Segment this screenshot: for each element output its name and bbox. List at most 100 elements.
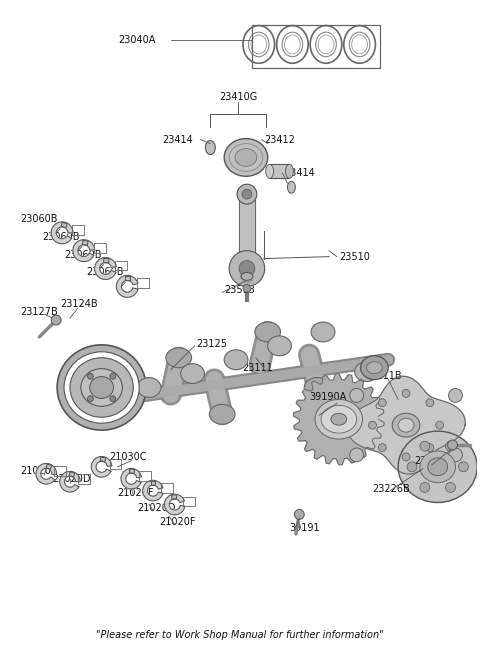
Text: 23510: 23510 <box>339 252 370 262</box>
Ellipse shape <box>398 419 414 432</box>
Circle shape <box>110 396 116 401</box>
Circle shape <box>447 440 457 450</box>
Polygon shape <box>104 258 109 263</box>
Circle shape <box>407 462 417 472</box>
Ellipse shape <box>268 336 291 356</box>
Ellipse shape <box>180 363 204 384</box>
Ellipse shape <box>355 361 378 382</box>
Ellipse shape <box>331 413 347 425</box>
Polygon shape <box>239 194 255 268</box>
Circle shape <box>350 448 363 462</box>
Text: 23414: 23414 <box>162 134 192 144</box>
Ellipse shape <box>255 322 280 342</box>
Circle shape <box>51 315 61 325</box>
Circle shape <box>369 421 376 429</box>
Text: 21020D: 21020D <box>137 503 176 514</box>
Circle shape <box>243 284 251 293</box>
Text: 21020D: 21020D <box>52 474 91 483</box>
Text: 23060B: 23060B <box>42 232 80 242</box>
Text: 21030C: 21030C <box>109 452 147 462</box>
Polygon shape <box>171 495 177 499</box>
Text: 23125: 23125 <box>196 339 228 349</box>
Polygon shape <box>95 258 116 279</box>
Bar <box>72 225 84 235</box>
Bar <box>161 483 173 493</box>
Circle shape <box>436 421 444 429</box>
Ellipse shape <box>90 377 113 398</box>
Ellipse shape <box>224 350 248 369</box>
Polygon shape <box>117 276 138 297</box>
Text: 23513: 23513 <box>224 285 255 295</box>
Circle shape <box>229 251 264 287</box>
Text: 23412: 23412 <box>264 134 296 144</box>
Circle shape <box>350 388 363 402</box>
Text: 23311B: 23311B <box>414 456 452 466</box>
Ellipse shape <box>70 358 133 417</box>
Polygon shape <box>69 472 75 477</box>
Polygon shape <box>61 222 67 228</box>
Polygon shape <box>165 494 185 515</box>
Ellipse shape <box>428 458 447 476</box>
Polygon shape <box>73 239 95 262</box>
Text: 21020F: 21020F <box>118 487 154 498</box>
Ellipse shape <box>64 352 139 423</box>
Polygon shape <box>121 468 142 489</box>
Polygon shape <box>125 276 130 281</box>
Circle shape <box>402 453 410 461</box>
Ellipse shape <box>266 165 274 178</box>
Text: 23060B: 23060B <box>86 268 123 277</box>
Circle shape <box>426 399 434 407</box>
Circle shape <box>378 399 386 407</box>
Polygon shape <box>46 464 52 469</box>
Text: 23226B: 23226B <box>372 483 410 493</box>
Text: 39190A: 39190A <box>309 392 347 402</box>
Ellipse shape <box>166 348 192 367</box>
Text: 23211B: 23211B <box>364 371 402 380</box>
Ellipse shape <box>241 272 253 280</box>
Polygon shape <box>347 377 465 474</box>
Text: 23060B: 23060B <box>21 214 58 224</box>
Text: 21020F: 21020F <box>21 466 57 476</box>
Polygon shape <box>51 222 73 244</box>
Bar <box>109 459 121 469</box>
Circle shape <box>426 443 434 451</box>
Bar <box>270 165 289 178</box>
Ellipse shape <box>81 369 122 406</box>
Bar <box>139 471 151 481</box>
Text: 23124B: 23124B <box>60 299 98 309</box>
Circle shape <box>448 388 462 402</box>
Circle shape <box>242 189 252 199</box>
Circle shape <box>294 510 304 520</box>
Circle shape <box>402 390 410 398</box>
Ellipse shape <box>235 148 257 167</box>
Ellipse shape <box>57 345 146 430</box>
Ellipse shape <box>137 378 161 398</box>
Circle shape <box>378 443 386 451</box>
Bar <box>78 474 90 483</box>
Bar <box>137 278 149 289</box>
Polygon shape <box>151 481 156 485</box>
Text: 23040A: 23040A <box>119 35 156 45</box>
Ellipse shape <box>321 405 357 433</box>
Circle shape <box>87 396 94 401</box>
Polygon shape <box>83 240 88 245</box>
Bar <box>116 260 127 270</box>
Ellipse shape <box>315 400 362 439</box>
Circle shape <box>420 441 430 451</box>
Circle shape <box>87 373 94 379</box>
Polygon shape <box>293 374 384 465</box>
Text: "Please refer to Work Shop Manual for further information": "Please refer to Work Shop Manual for fu… <box>96 630 384 640</box>
Circle shape <box>448 448 462 462</box>
Circle shape <box>110 373 116 379</box>
Ellipse shape <box>209 404 235 424</box>
Bar <box>183 497 194 506</box>
Ellipse shape <box>224 138 268 176</box>
Polygon shape <box>36 463 57 484</box>
Text: 23414: 23414 <box>285 169 315 178</box>
Polygon shape <box>91 457 112 477</box>
Polygon shape <box>60 472 80 492</box>
Circle shape <box>445 482 456 493</box>
Text: 23060B: 23060B <box>64 250 102 260</box>
Text: 23410G: 23410G <box>219 92 257 102</box>
Ellipse shape <box>108 394 125 408</box>
